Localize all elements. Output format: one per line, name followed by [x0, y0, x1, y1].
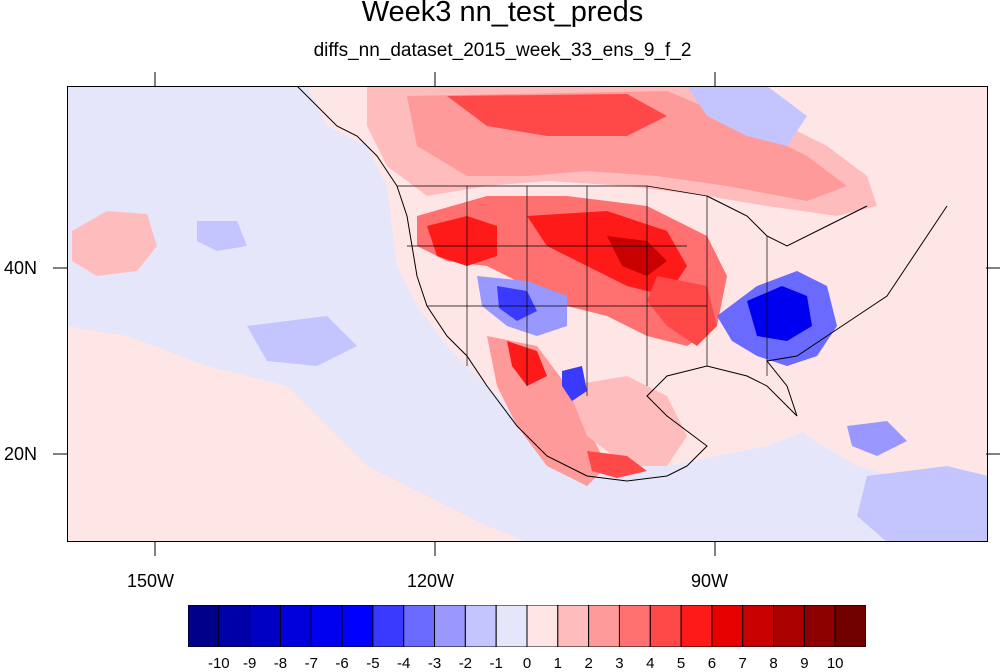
colorbar-swatch	[464, 604, 497, 648]
colorbar-swatch	[618, 604, 651, 648]
region-north-strong	[447, 94, 667, 136]
colorbar	[187, 604, 867, 648]
map-subtitle: diffs_nn_dataset_2015_week_33_ens_9_f_2	[313, 40, 692, 61]
colorbar-swatch	[742, 604, 775, 648]
colorbar-level-label: -10	[207, 655, 230, 672]
colorbar-swatch	[187, 604, 220, 648]
colorbar-level-label: -4	[397, 655, 411, 672]
map-plot-area	[67, 86, 988, 542]
lon-label-90w: 90W	[691, 571, 729, 591]
region-southmexico-red	[587, 451, 647, 478]
contour-field	[67, 86, 988, 542]
colorbar-swatch	[310, 604, 343, 648]
region-mexico-red	[487, 336, 607, 486]
colorbar-swatch	[403, 604, 436, 648]
region-atlantic-blue	[857, 466, 988, 542]
colorbar-level-label: -2	[458, 655, 473, 672]
region-pacific-pink-2	[67, 326, 527, 542]
region-atlantic-pink	[767, 326, 988, 506]
colorbar-level-label: 8	[769, 655, 778, 672]
colorbar-level-label: -1	[489, 655, 503, 672]
region-pacific-blue-patch	[197, 221, 247, 251]
region-mississippi-red	[647, 276, 717, 346]
colorbar-level-label: -5	[366, 655, 380, 672]
region-caribbean-blue	[847, 421, 907, 456]
region-southeast-dark-blue	[747, 286, 812, 341]
colorbar-level-label: 6	[707, 655, 717, 672]
colorbar-swatches	[187, 604, 867, 648]
colorbar-swatch	[279, 604, 312, 648]
region-pacific-blue-patch2	[247, 316, 357, 366]
colorbar-level-label: -8	[273, 655, 288, 672]
map-title: Week3 nn_test_preds	[361, 0, 644, 28]
colorbar-swatch	[557, 604, 590, 648]
colorbar-level-label: 9	[800, 655, 809, 672]
region-pink-west	[72, 211, 157, 276]
lon-label-120w: 120W	[407, 571, 455, 591]
colorbar-swatch	[649, 604, 682, 648]
colorbar-level-label: 3	[615, 655, 624, 672]
region-gulf-pink	[567, 376, 687, 466]
colorbar-swatch	[526, 604, 559, 648]
colorbar-swatch	[495, 604, 528, 648]
colorbar-swatch	[711, 604, 744, 648]
lat-label-20n: 20N	[4, 444, 38, 464]
region-pacific-blue	[67, 146, 327, 346]
colorbar-level-label: -9	[242, 655, 257, 672]
colorbar-level-label: 7	[738, 655, 747, 672]
region-northwest-red	[427, 216, 497, 266]
colorbar-swatch	[834, 604, 867, 648]
colorbar-level-label: 5	[676, 655, 686, 672]
colorbar-level-label: -6	[335, 655, 349, 672]
colorbar-level-label: 1	[553, 655, 562, 672]
region-eastern-blue	[687, 86, 807, 146]
coastlines	[296, 86, 948, 482]
colorbar-swatch	[588, 604, 620, 648]
state-borders	[397, 185, 768, 396]
region-texas-blue	[562, 366, 587, 401]
colorbar-swatch	[372, 604, 405, 648]
colorbar-swatch	[434, 604, 466, 648]
lat-label-40n: 40N	[4, 258, 38, 278]
colorbar-swatch	[249, 604, 281, 648]
colorbar-level-label: -3	[427, 655, 442, 672]
colorbar-swatch	[218, 604, 251, 648]
colorbar-swatch	[680, 604, 713, 648]
colorbar-swatch	[773, 604, 805, 648]
colorbar-level-label: -7	[304, 655, 318, 672]
colorbar-level-label: 0	[522, 655, 532, 672]
colorbar-level-label: 2	[584, 655, 593, 672]
lon-label-150w: 150W	[127, 571, 175, 591]
colorbar-swatch	[341, 604, 374, 648]
colorbar-swatch	[803, 604, 836, 648]
colorbar-level-label: 10	[826, 655, 844, 672]
colorbar-level-label: 4	[646, 655, 655, 672]
